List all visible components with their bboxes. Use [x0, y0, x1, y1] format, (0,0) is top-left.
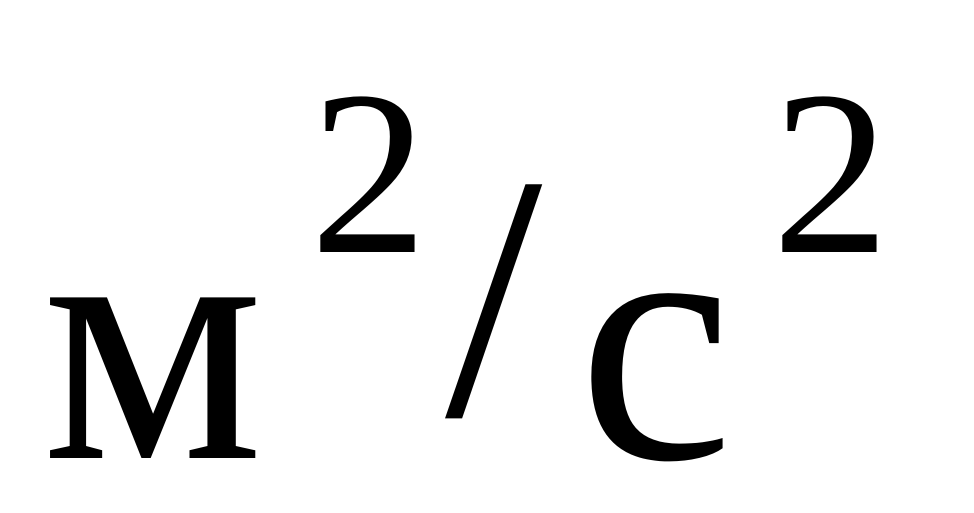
meter-exponent: 2: [310, 43, 428, 303]
second-symbol: с: [578, 146, 734, 513]
second-exponent: 2: [772, 43, 890, 303]
division-slash: /: [445, 103, 543, 491]
meter-symbol: м: [42, 146, 264, 513]
